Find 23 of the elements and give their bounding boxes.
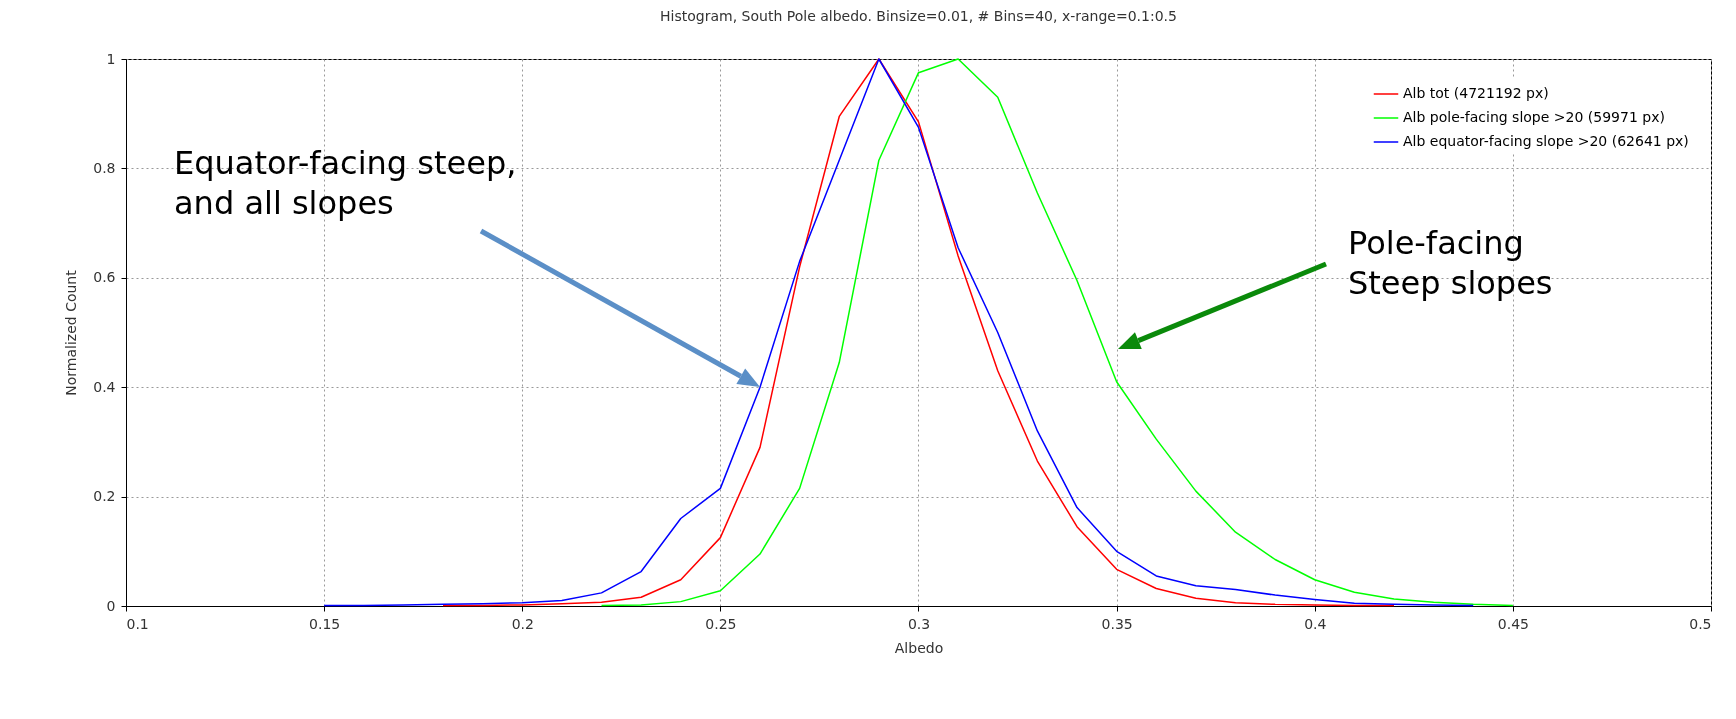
x-tick-label: 0.1 — [126, 615, 149, 632]
x-tick-label: 0.35 — [1101, 615, 1133, 632]
x-tick-label: 0.3 — [907, 615, 931, 632]
legend-label: Alb tot (4721192 px) — [1403, 85, 1549, 101]
annotation: Pole-facing Steep slopes — [1348, 224, 1553, 302]
x-axis-title: Albedo — [894, 639, 944, 656]
y-tick-label: 0.4 — [93, 378, 116, 395]
chart-title: Histogram, South Pole albedo. Binsize=0.01, # Bins=40, x-range=0.1:0.5 — [660, 8, 1177, 24]
y-tick-label: 0.6 — [93, 269, 116, 286]
y-tick-label: 0 — [106, 597, 116, 614]
x-tick-label: 0.2 — [511, 615, 534, 632]
y-tick-label: 0.2 — [93, 488, 116, 505]
x-tick-label: 0.45 — [1497, 615, 1529, 632]
x-tick-label: 0.25 — [705, 615, 737, 632]
legend-label: Alb equator-facing slope >20 (62641 px) — [1403, 133, 1689, 149]
x-tick-label: 0.4 — [1304, 615, 1327, 632]
x-tick-label: 0.5 — [1689, 615, 1712, 632]
x-tick-label: 0.15 — [309, 615, 341, 632]
annotation: Equator-facing steep, and all slopes — [174, 144, 517, 222]
legend-label: Alb pole-facing slope >20 (59971 px) — [1403, 109, 1665, 125]
y-axis-title: Normalized Count — [63, 269, 80, 396]
y-tick-label: 0.8 — [93, 159, 116, 176]
y-tick-label: 1 — [106, 50, 116, 67]
